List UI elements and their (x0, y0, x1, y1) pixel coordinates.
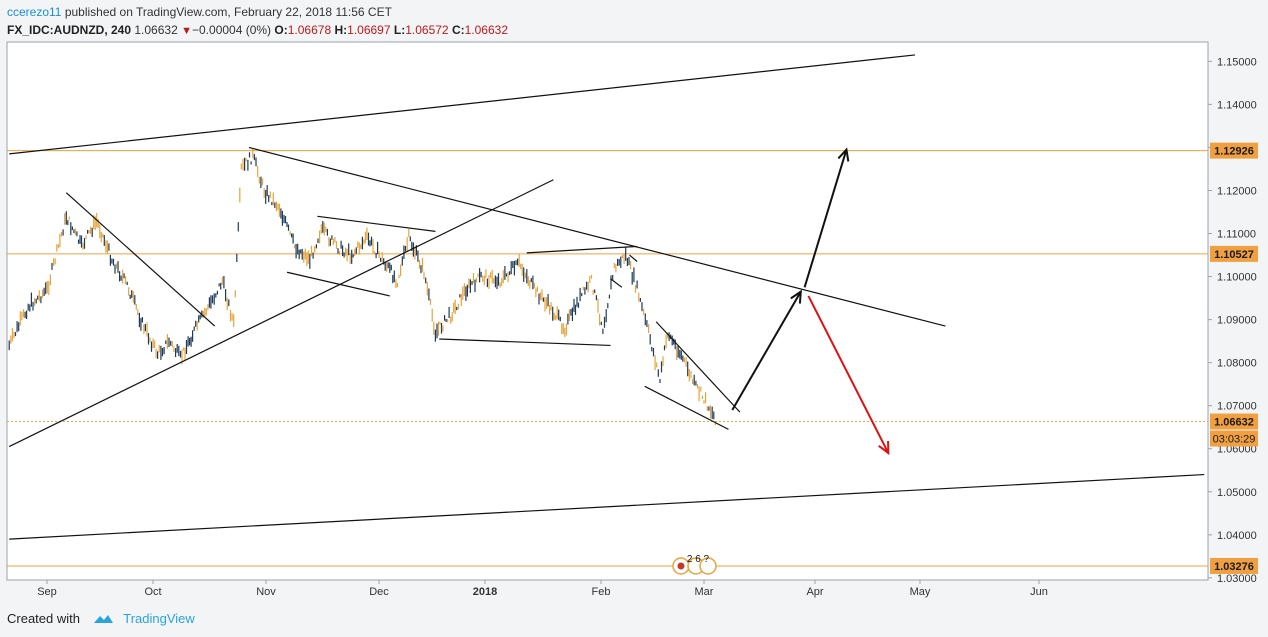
chart-header: ccerezo11 published on TradingView.com, … (0, 0, 1268, 42)
low-value: 1.06572 (405, 23, 449, 37)
price-badge-0[interactable] (1210, 142, 1258, 159)
x-tick-label-1: Oct (144, 586, 161, 598)
symbol-info: FX_IDC:AUDNZD, 240 1.06632 ▼−0.00004 (0%… (7, 23, 508, 37)
y-tick-label-5: 1.10000 (1217, 272, 1257, 284)
x-tick-label-3: Dec (369, 586, 389, 598)
x-tick-label-5: Feb (592, 586, 611, 598)
y-tick-label-10: 1.05000 (1217, 487, 1257, 499)
down-triangle-icon: ▼ (181, 25, 192, 37)
feb-channel-top[interactable] (655, 321, 741, 413)
y-tick-label-1: 1.14000 (1217, 99, 1257, 111)
close-label: C: (451, 23, 465, 37)
price-change: −0.00004 (0%) (192, 23, 272, 37)
y-tick-label-3: 1.12000 (1217, 185, 1257, 197)
jan-small-wedge[interactable] (629, 254, 638, 262)
projection-up-arrow-1-head (790, 289, 802, 304)
tradingview-cloud-icon (93, 615, 113, 623)
y-tick-label-12: 1.03000 (1217, 573, 1257, 585)
low-label: L: (393, 23, 406, 37)
x-tick-label-4: 2018 (473, 586, 497, 598)
price-badge-3[interactable] (1210, 557, 1258, 574)
x-tick-label-6: Mar (695, 586, 714, 598)
projection-down-arrow-head (878, 441, 890, 456)
price-badge-label-2: 1.06632 (1214, 417, 1254, 429)
event-marker-b[interactable] (699, 557, 717, 575)
projection-up-arrow-2[interactable] (803, 149, 848, 288)
nov-flag-top[interactable] (317, 215, 436, 232)
projection-down-arrow[interactable] (807, 295, 890, 454)
price-badge-1[interactable] (1210, 245, 1258, 262)
projection-up-arrow-2-head (837, 147, 850, 162)
x-tick-label-8: May (910, 586, 931, 598)
upper-channel-line[interactable] (9, 54, 916, 155)
jan-high-line[interactable] (526, 245, 638, 254)
open-value: 1.06678 (287, 23, 332, 37)
countdown-label: 03:03:29 (1213, 434, 1256, 446)
y-tick-label-6: 1.09000 (1217, 315, 1257, 327)
publish-info: ccerezo11 published on TradingView.com, … (7, 5, 392, 19)
x-tick-label-9: Jun (1030, 586, 1048, 598)
published-text: published on TradingView.com, February 2… (64, 5, 392, 19)
y-tick-label-4: 1.11000 (1217, 229, 1256, 241)
projection-up-arrow-1[interactable] (731, 291, 802, 411)
y-tick-label-11: 1.04000 (1217, 530, 1257, 542)
symbol-name[interactable]: FX_IDC:AUDNZD, 240 (7, 23, 132, 37)
descending-resistance-line[interactable] (248, 146, 946, 327)
open-label: O: (274, 23, 288, 37)
tradingview-brand[interactable]: TradingView (123, 611, 195, 626)
x-tick-label-7: Apr (806, 586, 823, 598)
countdown-badge (1210, 430, 1258, 447)
y-tick-label-8: 1.07000 (1217, 401, 1257, 413)
y-tick-label-7: 1.08000 (1217, 358, 1257, 370)
feb-channel-bottom[interactable] (644, 385, 729, 430)
y-tick-label-9: 1.06000 (1217, 444, 1257, 456)
dec-low-line[interactable] (439, 338, 611, 347)
plot-area[interactable] (6, 41, 1209, 581)
lower-channel-line[interactable] (9, 473, 1205, 540)
created-with-text: Created with (7, 611, 80, 626)
events-badge-label: 2 6 ? (687, 554, 710, 565)
last-price: 1.06632 (134, 23, 178, 37)
price-badge-label-1: 1.10527 (1214, 249, 1254, 261)
close-value: 1.06632 (464, 23, 509, 37)
x-tick-label-2: Nov (256, 586, 276, 598)
price-badge-label-0: 1.12926 (1214, 146, 1254, 158)
sep-downtrend-line[interactable] (65, 192, 216, 327)
price-badge-2[interactable] (1210, 413, 1258, 430)
high-value: 1.06697 (347, 23, 391, 37)
footer: Created with TradingView (7, 611, 195, 626)
high-label: H: (334, 23, 348, 37)
nov-flag-bottom[interactable] (286, 271, 390, 297)
author-link[interactable]: ccerezo11 (7, 5, 62, 19)
rising-trendline[interactable] (8, 179, 554, 448)
price-badge-label-3: 1.03276 (1214, 561, 1254, 573)
y-tick-label-0: 1.15000 (1217, 56, 1257, 68)
jan-small-mark[interactable] (610, 278, 623, 288)
x-tick-label-0: Sep (37, 586, 57, 598)
news-flag-dot (677, 562, 685, 570)
